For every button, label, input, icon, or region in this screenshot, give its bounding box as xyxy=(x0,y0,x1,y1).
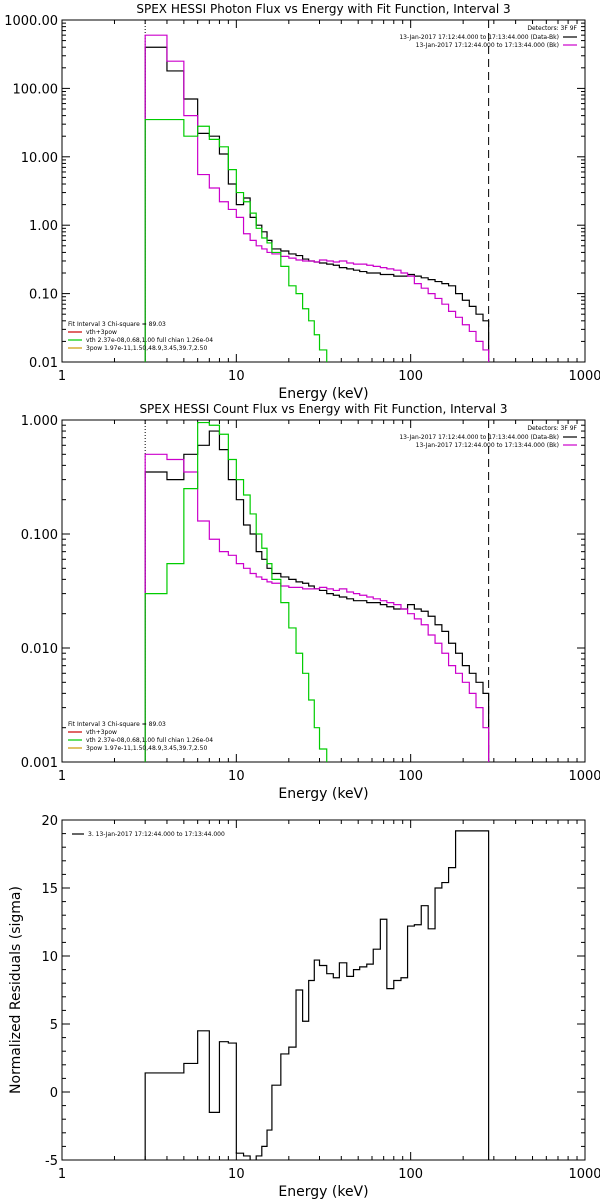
panel3-y-tick-label: 5 xyxy=(50,1018,58,1033)
panel2-fit-legend-header: Fit Interval 3 Chi-square = 89.03 xyxy=(68,721,166,728)
panel3-x-tick-label: 1000 xyxy=(568,1167,600,1182)
panel2-x-tick-label: 1000 xyxy=(568,769,600,784)
panel1-plot-frame xyxy=(61,19,586,363)
panel1-x-axis-label: Energy (keV) xyxy=(278,386,368,402)
panel2-legend-entry-text: 13-Jan-2017 17:12:44.000 to 17:13:44.000… xyxy=(399,434,559,441)
panel2-y-tick-label: 0.100 xyxy=(21,528,58,543)
panel1-y-tick-label: 10.00 xyxy=(21,151,58,166)
panel1-y-tick-label: 0.01 xyxy=(29,356,58,371)
panel2-series-data-bk xyxy=(144,430,490,762)
panel1-y-tick-label: 100.00 xyxy=(13,82,59,97)
panel3-plot-frame xyxy=(61,819,586,1161)
panel1-series-bk xyxy=(144,34,490,362)
panel3-x-tick-label: 10 xyxy=(228,1167,245,1182)
panel2-y-tick-label: 1.000 xyxy=(21,414,58,429)
panel1-fit-legend-entry-text: vth+3pow xyxy=(86,329,117,336)
panel3-series-3-13-jan-2017-17-12-44-000-to-17-13-44-000 xyxy=(144,830,490,1160)
panel1-y-tick-label: 1000.00 xyxy=(4,14,58,29)
panel2-series-bk xyxy=(144,453,490,762)
panel1-y-tick-label: 1.00 xyxy=(29,219,58,234)
panel2-x-axis-label: Energy (keV) xyxy=(278,786,368,802)
panel1-legend-entry-text: 13-Jan-2017 17:12:44.000 to 17:13:44.000… xyxy=(416,42,559,49)
panel1-series-vth xyxy=(144,118,328,362)
panel1-x-tick-label: 1000 xyxy=(568,369,600,384)
panel2-fit-legend-entry-text: vth 2.37e-08,0.68,1.00 full chian 1.26e-… xyxy=(86,737,213,744)
panel3-y-tick-label: 10 xyxy=(41,950,58,965)
panel1-series-data-bk xyxy=(144,46,490,362)
panel3-x-tick-label: 1 xyxy=(58,1167,66,1182)
panel2-x-tick-label: 1 xyxy=(58,769,66,784)
panel3-y-tick-label: 0 xyxy=(50,1086,58,1101)
panel1-x-tick-label: 1 xyxy=(58,369,66,384)
panel1-x-tick-label: 100 xyxy=(398,369,423,384)
panel3-y-tick-label: -5 xyxy=(45,1154,58,1169)
panel2-legend-header: Detectors: 3F 9F xyxy=(527,425,577,432)
panel3-y-tick-label: 15 xyxy=(41,882,58,897)
panel2-x-tick-label: 100 xyxy=(398,769,423,784)
panel1-fit-legend-entry-text: vth 2.37e-08,0.68,1.00 full chian 1.26e-… xyxy=(86,337,213,344)
panel1-x-tick-label: 10 xyxy=(228,369,245,384)
panel2-fit-legend-entry-text: vth+3pow xyxy=(86,729,117,736)
panel1-fit-legend-entry-text: 3pow 1.97e-11,1.50,48.9,3.45,39.7,2.50 xyxy=(86,345,207,352)
panel2-y-tick-label: 0.001 xyxy=(21,756,58,771)
panel2-plot-frame xyxy=(61,419,586,763)
panel2-y-tick-label: 0.010 xyxy=(21,642,58,657)
panel2-legend-entry-text: 13-Jan-2017 17:12:44.000 to 17:13:44.000… xyxy=(416,442,559,449)
panel1-y-tick-label: 0.10 xyxy=(29,288,58,303)
panel3-y-axis-label: Normalized Residuals (sigma) xyxy=(8,886,24,1094)
panel1-legend-header: Detectors: 3F 9F xyxy=(527,25,577,32)
panel3-y-tick-label: 20 xyxy=(41,814,58,829)
panel2-chart-title: SPEX HESSI Count Flux vs Energy with Fit… xyxy=(139,402,507,416)
panel3-legend-entry-text: 3. 13-Jan-2017 17:12:44.000 to 17:13:44.… xyxy=(88,831,225,838)
panel2-series-vth xyxy=(144,421,328,762)
panel1-fit-legend-header: Fit Interval 3 Chi-square = 89.03 xyxy=(68,321,166,328)
panel1-chart-title: SPEX HESSI Photon Flux vs Energy with Fi… xyxy=(136,2,510,16)
panel1-legend-entry-text: 13-Jan-2017 17:12:44.000 to 17:13:44.000… xyxy=(399,34,559,41)
panel3-x-axis-label: Energy (keV) xyxy=(278,1184,368,1200)
panel2-x-tick-label: 10 xyxy=(228,769,245,784)
panel3-x-tick-label: 100 xyxy=(398,1167,423,1182)
panel2-fit-legend-entry-text: 3pow 1.97e-11,1.50,48.9,3.45,39.7,2.50 xyxy=(86,745,207,752)
